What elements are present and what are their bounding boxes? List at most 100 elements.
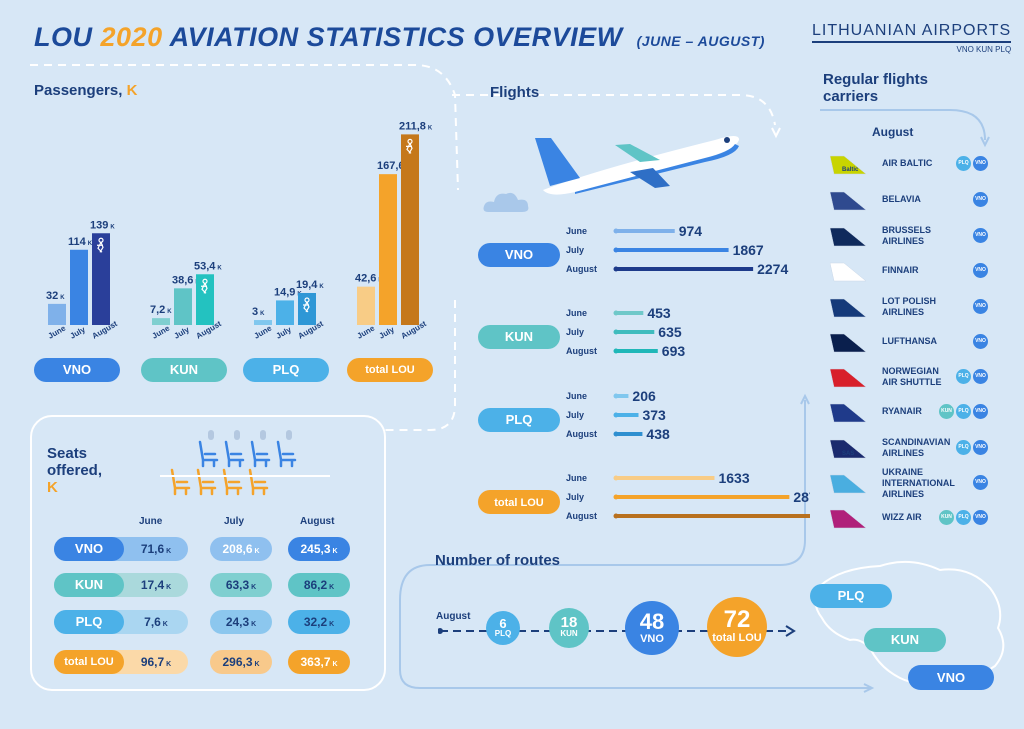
passengers-title-text: Passengers, bbox=[34, 82, 123, 99]
passenger-unit-kun-june: K bbox=[167, 309, 172, 315]
badge-plq: PLQ bbox=[956, 510, 971, 525]
flights-value-vno-august: 2274 bbox=[757, 261, 788, 277]
airline-tail-icon: Baltic bbox=[830, 155, 866, 175]
flights-bar-start-plq-july bbox=[613, 412, 619, 418]
passenger-value-vno-july: 114 bbox=[68, 236, 87, 248]
airline-tail-shape bbox=[830, 439, 866, 459]
passenger-value-vno-june: 32 bbox=[46, 290, 58, 302]
flights-month-total-lou-july: July bbox=[566, 492, 584, 502]
passengers-title: Passengers, K bbox=[34, 82, 137, 99]
passenger-icon bbox=[304, 297, 310, 303]
flights-bar-start-plq-june bbox=[613, 393, 619, 399]
flights-bar-vno-july bbox=[616, 248, 729, 252]
carrier-name: BELAVIA bbox=[882, 194, 921, 205]
flights-title: Flights bbox=[490, 84, 540, 101]
passenger-icon-body bbox=[201, 283, 208, 294]
route-count: 6 bbox=[499, 616, 507, 631]
passenger-group-plq: PLQ bbox=[243, 358, 329, 382]
flights-month-total-lou-august: August bbox=[566, 511, 597, 521]
badge-plq: PLQ bbox=[956, 440, 971, 455]
airline-tail-shape bbox=[830, 227, 866, 247]
carrier-name-line: AIRLINES bbox=[882, 489, 925, 499]
seats-value-vno-june: 71,6 K bbox=[124, 537, 188, 561]
title-part-lou: LOU bbox=[34, 22, 93, 52]
passenger-value-plq-august: 19,4 bbox=[296, 279, 318, 291]
flights-bar-start-kun-july bbox=[613, 329, 619, 335]
passenger-unit-plq-august: K bbox=[319, 284, 324, 290]
map-label-vno: VNO bbox=[908, 665, 994, 690]
carrier-wizz-air: WIZZ AIR KUN PLQ VNO bbox=[830, 506, 1000, 532]
seats-value-unit: K bbox=[164, 661, 172, 668]
carrier-name: LOT POLISH AIRLINES bbox=[882, 296, 936, 318]
seats-value-unit: K bbox=[164, 548, 172, 555]
flights-group-label-vno: VNO bbox=[505, 247, 533, 262]
routes-month: August bbox=[436, 611, 471, 622]
badge-kun: KUN bbox=[939, 510, 954, 525]
carrier-belavia: BELAVIA VNO bbox=[830, 188, 1000, 214]
airline-tail-shape bbox=[830, 509, 866, 529]
seats-value-unit: K bbox=[252, 661, 260, 668]
passenger-bar-total-lou-july bbox=[379, 174, 397, 325]
seats-row-label-kun: KUN bbox=[54, 573, 124, 597]
passenger-bar-total-lou-august bbox=[401, 134, 419, 325]
flights-value-plq-july: 373 bbox=[642, 407, 666, 423]
carriers-month: August bbox=[872, 125, 914, 139]
passenger-xtick-total-lou-july: July bbox=[378, 325, 397, 341]
seats-value-number: 296,3 bbox=[222, 655, 253, 669]
flights-month-plq-august: August bbox=[566, 429, 597, 439]
seats-value-unit: K bbox=[160, 621, 168, 628]
route-circle-kun: 18 KUN bbox=[549, 608, 589, 648]
carrier-name-line: LOT POLISH bbox=[882, 296, 936, 306]
seats-col-july: July bbox=[224, 516, 245, 527]
carrier-name: RYANAIR bbox=[882, 406, 922, 417]
flights-value-kun-july: 635 bbox=[658, 324, 682, 340]
passenger-xtick-kun-june: June bbox=[151, 323, 172, 340]
passenger-value-total-lou-june: 42,6 bbox=[355, 273, 376, 285]
airline-tail-icon bbox=[830, 262, 866, 282]
flights-bar-start-kun-june bbox=[613, 310, 619, 316]
seats-value-unit: K bbox=[330, 661, 338, 668]
seat-icon-orange bbox=[248, 468, 269, 496]
passenger-bar-kun-august bbox=[196, 274, 214, 325]
passenger-group-total-lou: total LOU bbox=[347, 358, 433, 382]
badge-vno: VNO bbox=[973, 510, 988, 525]
seat-icon-blue bbox=[198, 440, 219, 468]
passenger-bar-plq-august bbox=[298, 292, 316, 325]
route-airport: VNO bbox=[640, 633, 664, 645]
badge-plq: PLQ bbox=[956, 156, 971, 171]
flights-value-vno-june: 974 bbox=[679, 223, 703, 239]
airline-tail-shape bbox=[830, 262, 866, 282]
airline-tail-shape bbox=[830, 333, 866, 353]
flights-group-label-plq: PLQ bbox=[506, 412, 533, 427]
seats-title-line2: offered, bbox=[47, 462, 103, 479]
carrier-lot-polish-airlines: LOT POLISH AIRLINES VNO bbox=[830, 295, 1000, 321]
passenger-unit-total-lou-august: K bbox=[428, 125, 433, 131]
map-label-plq: PLQ bbox=[810, 584, 892, 608]
route-circle-total-lou: 72 total LOU bbox=[707, 597, 767, 657]
seats-unit: K bbox=[47, 479, 58, 496]
flights-bar-total-lou-july bbox=[616, 495, 790, 499]
carriers-title-line1: Regular flights bbox=[823, 71, 929, 88]
passenger-unit-kun-august: K bbox=[217, 265, 222, 271]
flights-bar-start-total-lou-august bbox=[613, 513, 619, 519]
flights-bar-chart: VNO June 974 July 1867 August 2274 KUN June 453 Ju… bbox=[478, 223, 810, 521]
seats-value-kun-june: 17,4 K bbox=[124, 573, 188, 597]
seats-value-number: 24,3 bbox=[225, 615, 250, 629]
airline-tail-shape bbox=[830, 403, 866, 423]
flights-bar-kun-august bbox=[616, 349, 658, 353]
badge-vno: VNO bbox=[973, 228, 988, 243]
seat-icon-orange bbox=[222, 468, 243, 496]
flights-value-kun-june: 453 bbox=[647, 305, 671, 321]
flights-value-plq-june: 206 bbox=[632, 388, 656, 404]
passenger-value-kun-august: 53,4 bbox=[194, 260, 216, 272]
airline-tail-shape bbox=[830, 155, 866, 175]
airline-tail-shape bbox=[830, 298, 866, 318]
carrier-name: NORWEGIAN AIR SHUTTLE bbox=[882, 366, 942, 388]
passenger-bar-total-lou-june bbox=[357, 286, 375, 325]
seats-value-number: 32,2 bbox=[303, 615, 328, 629]
badge-kun: KUN bbox=[939, 404, 954, 419]
airline-tail-shape bbox=[830, 191, 866, 211]
carrier-scandinavian-airlines: SAS SCANDINAVIAN AIRLINES PLQ VNO bbox=[830, 436, 1000, 462]
flights-value-plq-august: 438 bbox=[646, 426, 670, 442]
flights-bar-total-lou-june bbox=[616, 476, 715, 480]
